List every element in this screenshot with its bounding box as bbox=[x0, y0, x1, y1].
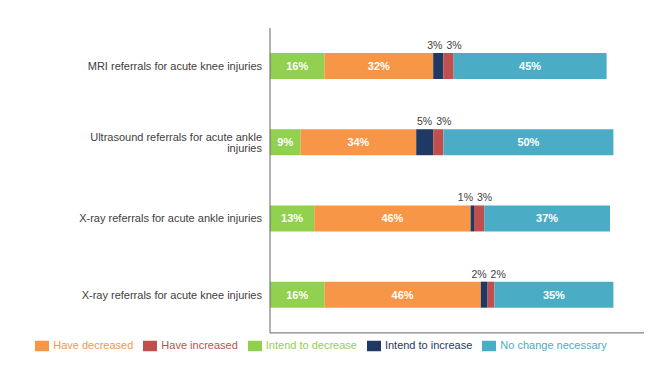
svg-text:16%: 16% bbox=[286, 60, 308, 72]
svg-text:X-ray referrals for acute knee: X-ray referrals for acute knee injuries bbox=[82, 289, 263, 301]
svg-text:46%: 46% bbox=[381, 212, 403, 224]
svg-text:32%: 32% bbox=[368, 60, 390, 72]
svg-text:37%: 37% bbox=[536, 212, 558, 224]
svg-text:9%: 9% bbox=[277, 136, 293, 148]
svg-text:34%: 34% bbox=[347, 136, 369, 148]
html-text:No change necessary: No change necessary bbox=[500, 338, 607, 351]
svg-text:46%: 46% bbox=[392, 289, 414, 301]
html-text:Have increased: Have increased bbox=[161, 338, 238, 351]
svg-text:16%: 16% bbox=[286, 289, 308, 301]
html-text:Intend to decrease: Intend to decrease bbox=[265, 338, 357, 351]
svg-text:5%: 5% bbox=[417, 115, 432, 127]
svg-text:1%: 1% bbox=[458, 191, 473, 203]
svg-text:3%: 3% bbox=[446, 39, 461, 51]
svg-text:3%: 3% bbox=[477, 191, 492, 203]
svg-text:3%: 3% bbox=[436, 115, 451, 127]
html-text:Intend to increase: Intend to increase bbox=[384, 338, 473, 351]
svg-text:35%: 35% bbox=[543, 289, 565, 301]
svg-text:2%: 2% bbox=[471, 268, 486, 280]
html-text:Have decreased: Have decreased bbox=[53, 338, 134, 351]
svg-text:13%: 13% bbox=[281, 212, 303, 224]
svg-text:MRI referrals for acute knee i: MRI referrals for acute knee injuries bbox=[88, 60, 263, 72]
svg-text:2%: 2% bbox=[491, 268, 506, 280]
svg-text:50%: 50% bbox=[517, 136, 539, 148]
svg-text:X-ray referrals for acute ankl: X-ray referrals for acute ankle injuries bbox=[79, 212, 262, 224]
svg-text:3%: 3% bbox=[427, 39, 442, 51]
svg-text:Ultrasound referrals for acute: Ultrasound referrals for acute ankleinju… bbox=[90, 131, 262, 154]
svg-text:45%: 45% bbox=[519, 60, 541, 72]
